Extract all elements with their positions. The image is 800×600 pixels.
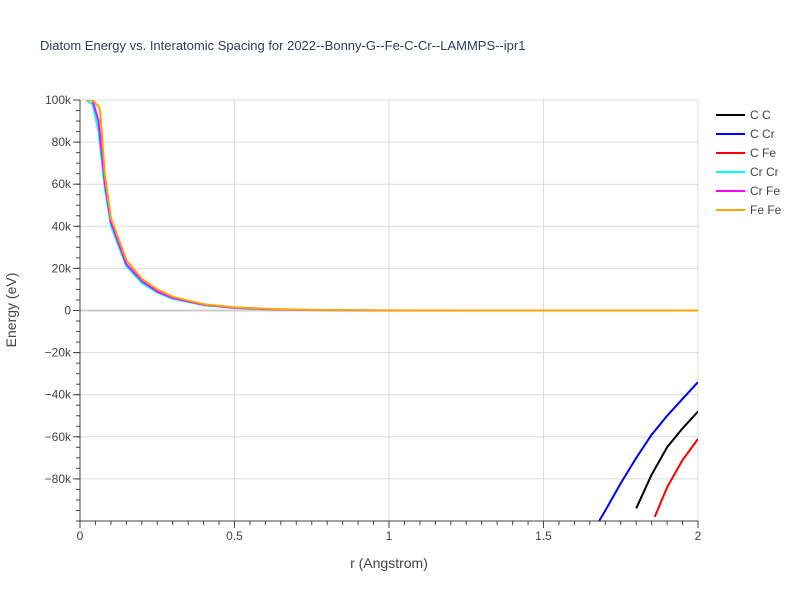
- y-tick-label: 40k: [52, 219, 72, 233]
- series-line-c-c: [635, 410, 698, 509]
- legend-label: C Cr: [750, 127, 775, 141]
- legend-label: Fe Fe: [750, 203, 782, 217]
- y-tick-label: 100k: [45, 93, 72, 107]
- legend-label: Cr Cr: [750, 165, 779, 179]
- series-line-c-fe: [653, 438, 698, 518]
- x-tick-label: 2: [695, 529, 702, 543]
- legend-item[interactable]: Cr Cr: [716, 165, 779, 179]
- series-line-c-cr: [598, 381, 698, 521]
- x-tick-label: 0: [77, 529, 84, 543]
- x-tick-label: 1.5: [535, 529, 552, 543]
- y-tick-label: 80k: [52, 135, 72, 149]
- legend-item[interactable]: C Cr: [716, 127, 775, 141]
- y-tick-label: −60k: [45, 430, 72, 444]
- y-tick-label: 60k: [52, 177, 72, 191]
- legend-item[interactable]: C C: [716, 108, 771, 122]
- legend-label: C Fe: [750, 146, 776, 160]
- series-group: [85, 100, 698, 521]
- y-tick-label: −40k: [45, 388, 72, 402]
- plot-area: 0 0.5 1 1.5 2 100k 80k 60k 40k 20k 0 −20k −40k −60k −8…: [45, 93, 702, 543]
- series-line-fe-fe: [86, 100, 698, 312]
- chart-title: Diatom Energy vs. Interatomic Spacing fo…: [40, 38, 525, 53]
- legend-label: C C: [750, 108, 771, 122]
- y-tick-label: 20k: [52, 261, 72, 275]
- y-tick-label: 0: [64, 304, 71, 318]
- legend-item[interactable]: Cr Fe: [716, 184, 780, 198]
- legend[interactable]: C C C Cr C Fe Cr Cr Cr Fe Fe Fe: [716, 108, 782, 217]
- x-axis-title: r (Angstrom): [350, 555, 428, 571]
- legend-label: Cr Fe: [750, 184, 780, 198]
- legend-item[interactable]: C Fe: [716, 146, 776, 160]
- y-tick-label: −20k: [45, 346, 72, 360]
- y-axis-title: Energy (eV): [3, 273, 19, 348]
- x-tick-label: 1: [386, 529, 393, 543]
- x-tick-label: 0.5: [226, 529, 243, 543]
- legend-item[interactable]: Fe Fe: [716, 203, 782, 217]
- y-tick-label: −80k: [45, 472, 72, 486]
